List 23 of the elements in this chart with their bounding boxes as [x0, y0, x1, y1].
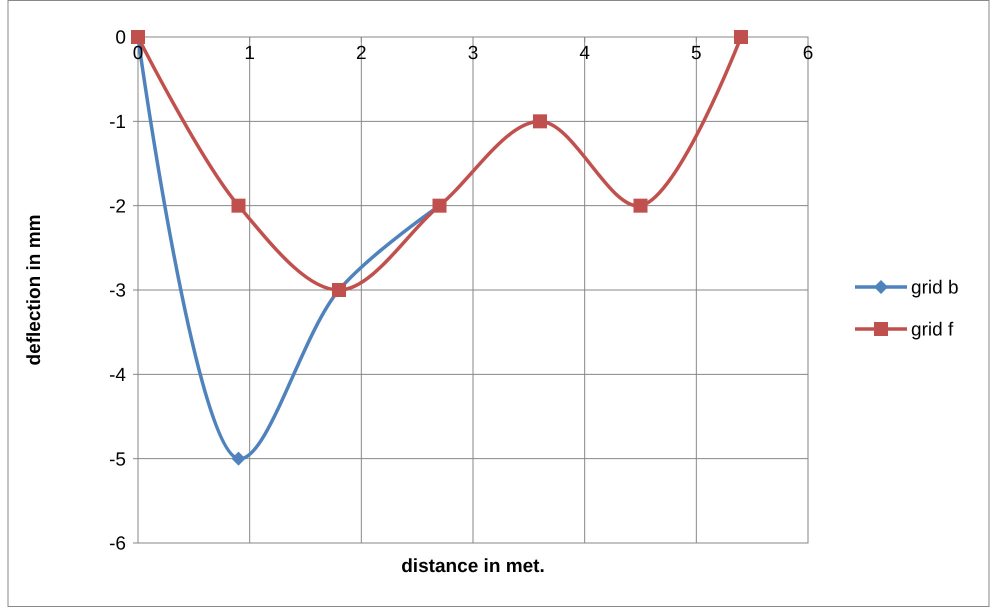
- legend-label: grid f: [911, 320, 954, 341]
- point: [232, 452, 246, 466]
- x-tick-label: 4: [579, 43, 590, 64]
- y-tick-label: -1: [109, 112, 126, 133]
- y-tick-label: 0: [115, 28, 126, 49]
- x-tick-label: 2: [356, 43, 367, 64]
- x-tick-label: 3: [468, 43, 478, 64]
- y-tick-label: -2: [109, 196, 126, 218]
- y-tick-label: -5: [109, 449, 126, 470]
- point: [634, 198, 648, 213]
- x-axis-title: distance in met.: [401, 556, 545, 577]
- y-tick-label: -4: [109, 364, 126, 386]
- y-tick-label: -6: [109, 534, 126, 555]
- y-axis-title: deflection in mm: [24, 214, 45, 366]
- x-tick-label: 5: [691, 43, 702, 64]
- point: [533, 114, 547, 128]
- legend-label: grid b: [911, 278, 959, 299]
- x-tick-label: 0: [132, 43, 144, 64]
- point: [232, 198, 246, 213]
- point: [734, 30, 748, 44]
- x-tick-label: 6: [802, 43, 814, 64]
- y-tick-label: -3: [109, 280, 126, 302]
- x-tick-label: 1: [244, 43, 255, 64]
